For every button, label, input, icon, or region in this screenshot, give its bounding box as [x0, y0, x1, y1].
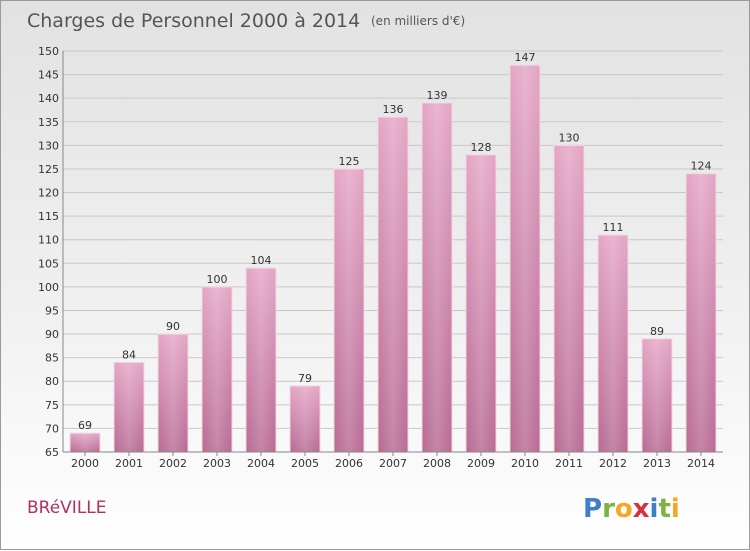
- y-tick-label: 85: [45, 352, 59, 365]
- data-label-2007: 136: [383, 103, 404, 116]
- bar-shine: [334, 168, 364, 453]
- svg-text:Proxiti: Proxiti: [583, 494, 680, 524]
- bar-shine: [158, 334, 188, 452]
- data-label-2013: 89: [650, 325, 664, 338]
- x-tick-label-2014: 2014: [687, 457, 715, 470]
- chart-title: Charges de Personnel 2000 à 2014: [27, 10, 360, 32]
- x-tick-label-2001: 2001: [115, 457, 143, 470]
- x-tick-label-2002: 2002: [159, 457, 187, 470]
- y-tick-label: 65: [45, 446, 59, 459]
- y-tick-label: 90: [45, 328, 59, 341]
- data-label-2011: 130: [559, 131, 580, 144]
- location-name: BRéVILLE: [27, 498, 107, 518]
- y-tick-label: 95: [45, 304, 59, 317]
- data-label-2003: 100: [207, 273, 228, 286]
- y-tick-label: 110: [38, 234, 59, 247]
- y-tick-label: 120: [38, 187, 59, 200]
- y-tick-label: 135: [38, 116, 59, 129]
- bar-shine: [686, 173, 716, 453]
- bar-shine: [202, 286, 232, 452]
- bar-shine: [246, 268, 276, 452]
- x-tick-label-2013: 2013: [643, 457, 671, 470]
- x-tick-label-2011: 2011: [555, 457, 583, 470]
- x-tick-label-2009: 2009: [467, 457, 495, 470]
- bar-shine: [70, 433, 100, 452]
- y-tick-label: 125: [38, 163, 59, 176]
- bar-shine: [510, 65, 540, 452]
- x-tick-label-2007: 2007: [379, 457, 407, 470]
- x-tick-label-2005: 2005: [291, 457, 319, 470]
- data-label-2012: 111: [603, 221, 624, 234]
- y-axis: 65 70 75 80 85 90 95 100 105 110 115 120 125 130 135 14…: [38, 45, 64, 459]
- proxiti-logo: Proxiti: [583, 494, 680, 524]
- bar-shine: [378, 117, 408, 452]
- x-tick-label-2004: 2004: [247, 457, 275, 470]
- data-label-2002: 90: [166, 320, 180, 333]
- data-label-2004: 104: [251, 254, 272, 267]
- bar-shine: [114, 362, 144, 452]
- y-tick-label: 100: [38, 281, 59, 294]
- x-tick-label-2003: 2003: [203, 457, 231, 470]
- x-tick-label-2000: 2000: [71, 457, 99, 470]
- bar-shine: [642, 338, 672, 452]
- y-tick-label: 145: [38, 69, 59, 82]
- data-label-2001: 84: [122, 348, 136, 361]
- chart-subtitle: (en milliers d'€): [371, 14, 465, 28]
- y-tick-label: 115: [38, 210, 59, 223]
- y-tick-label: 130: [38, 139, 59, 152]
- y-tick-label: 150: [38, 45, 59, 58]
- y-tick-label: 80: [45, 375, 59, 388]
- data-label-2005: 79: [298, 372, 312, 385]
- y-tick-label: 70: [45, 422, 59, 435]
- y-tick-label: 75: [45, 399, 59, 412]
- x-tick-label-2006: 2006: [335, 457, 363, 470]
- data-label-2000: 69: [78, 419, 92, 432]
- data-label-2010: 147: [515, 51, 536, 64]
- data-label-2009: 128: [471, 141, 492, 154]
- bar-shine: [466, 154, 496, 452]
- data-label-2014: 124: [691, 160, 712, 173]
- bar-shine: [598, 234, 628, 452]
- bars: 69 84 90 100 104 79 125 136 139 128 147 130 111 89 124: [69, 51, 717, 453]
- x-tick-label-2008: 2008: [423, 457, 451, 470]
- x-tick-label-2012: 2012: [599, 457, 627, 470]
- data-label-2008: 139: [427, 89, 448, 102]
- y-tick-label: 140: [38, 92, 59, 105]
- bar-shine: [422, 102, 452, 453]
- data-label-2006: 125: [339, 155, 360, 168]
- x-axis: 2000 2001 2002 2003 2004 2005 2006 2007 2008 2009…: [63, 451, 723, 470]
- bar-shine: [554, 145, 584, 452]
- y-tick-label: 105: [38, 257, 59, 270]
- bar-shine: [290, 385, 320, 452]
- x-tick-label-2010: 2010: [511, 457, 539, 470]
